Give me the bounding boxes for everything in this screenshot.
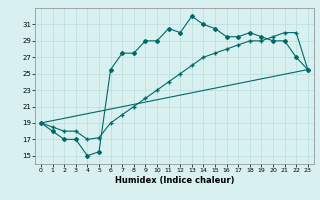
X-axis label: Humidex (Indice chaleur): Humidex (Indice chaleur) [115, 176, 234, 185]
